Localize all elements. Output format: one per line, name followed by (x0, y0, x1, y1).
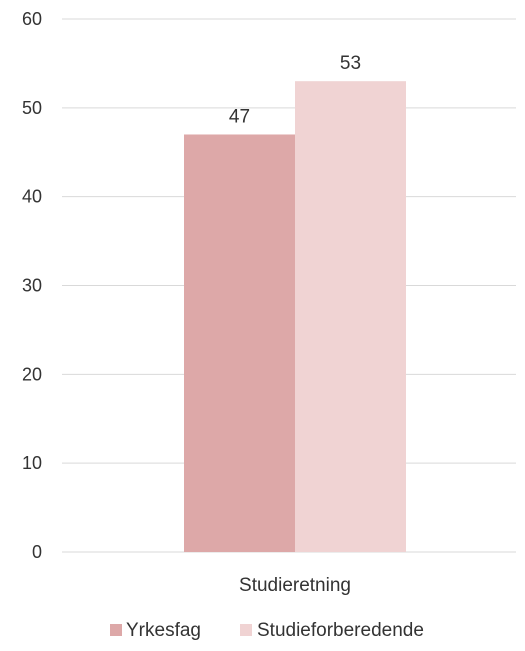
y-tick-label: 10 (22, 453, 42, 473)
category-label: Studieretning (239, 575, 351, 596)
bar-yrkesfag (184, 134, 295, 552)
legend: Yrkesfag Studieforberedende (110, 620, 424, 641)
legend-swatch-yrkesfag (110, 624, 122, 636)
bar-studieforberedende (295, 81, 406, 552)
y-tick-label: 0 (32, 542, 42, 562)
bars (184, 81, 406, 552)
legend-label-studieforberedende: Studieforberedende (257, 620, 424, 641)
legend-label-yrkesfag: Yrkesfag (126, 620, 201, 641)
legend-swatch-studieforberedende (240, 624, 252, 636)
y-tick-label: 40 (22, 187, 42, 207)
y-tick-label: 50 (22, 98, 42, 118)
data-labels: 47 53 (229, 53, 361, 127)
data-label: 53 (340, 53, 361, 74)
y-tick-label: 60 (22, 9, 42, 29)
y-axis-ticks: 0 10 20 30 40 50 60 (22, 9, 42, 562)
data-label: 47 (229, 106, 250, 127)
y-tick-label: 20 (22, 364, 42, 384)
y-tick-label: 30 (22, 276, 42, 296)
